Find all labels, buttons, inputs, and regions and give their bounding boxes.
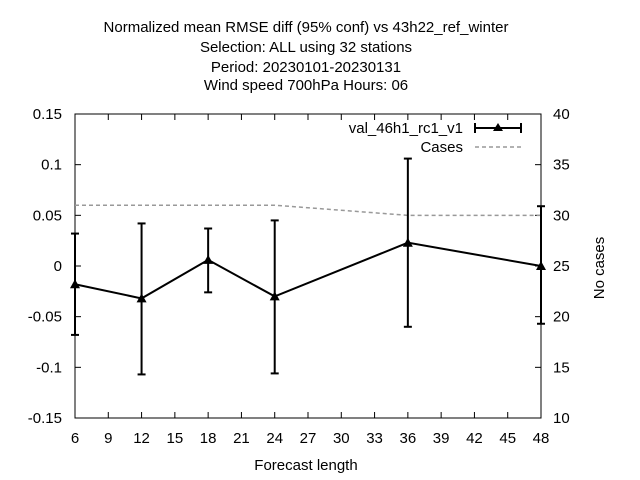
x-tick-label-5: 21	[233, 430, 250, 447]
title-line-4: Wind speed 700hPa Hours: 06	[204, 77, 408, 94]
y-tick-label-1: 0.1	[41, 157, 62, 174]
series-main-line	[74, 241, 542, 300]
y2-tick-label-2: 30	[553, 207, 570, 224]
title-line-3: Period: 20230101-20230131	[211, 59, 401, 76]
x-tick-label-12: 42	[466, 430, 483, 447]
x-tick-label-0: 6	[71, 430, 79, 447]
legend-label-series-1: val_46h1_rc1_v1	[349, 120, 463, 137]
title-line-2: Selection: ALL using 32 stations	[200, 39, 412, 56]
series-layer	[70, 157, 546, 376]
y2-tick-label-1: 35	[553, 157, 570, 174]
y-tick-label-0: 0.15	[33, 106, 62, 123]
data-point-2	[203, 254, 214, 264]
y2-tick-label-5: 15	[553, 359, 570, 376]
plot-frame	[74, 113, 542, 419]
y2-tick-label-0: 40	[553, 106, 570, 123]
data-point-5	[536, 261, 546, 270]
data-point-1	[136, 293, 147, 303]
series-cases-line	[75, 204, 541, 217]
x-tick-label-7: 27	[300, 430, 317, 447]
data-point-0	[70, 279, 80, 289]
data-point-3	[269, 291, 280, 301]
x-tick-label-9: 33	[366, 430, 383, 447]
x-axis-label: Forecast length	[254, 457, 357, 474]
x-tick-label-13: 45	[499, 430, 516, 447]
y2-tick-label-3: 25	[553, 258, 570, 275]
y2-axis-label: No cases	[591, 237, 608, 300]
x-tick-label-4: 18	[200, 430, 217, 447]
legend: val_46h1_rc1_v1 Cases	[349, 120, 522, 156]
legend-label-series-2: Cases	[420, 139, 463, 156]
title-line-1: Normalized mean RMSE diff (95% conf) vs …	[104, 19, 509, 36]
x-tick-label-8: 30	[333, 430, 350, 447]
ticks-layer: 6 9 12 15 18 21 24 27 30 33 36 39 42 45 48 0.15 0.1 0.05 0…	[28, 106, 570, 447]
legend-swatch-series-1	[474, 123, 522, 133]
y-tick-label-4: -0.05	[28, 309, 62, 326]
y2-tick-label-4: 20	[553, 309, 570, 326]
chart-title: Normalized mean RMSE diff (95% conf) vs …	[104, 19, 509, 94]
x-tick-label-10: 36	[400, 430, 417, 447]
y-tick-label-2: 0.05	[33, 207, 62, 224]
y2-tick-label-6: 10	[553, 410, 570, 427]
y-tick-label-6: -0.15	[28, 410, 62, 427]
y-tick-label-3: 0	[54, 258, 62, 275]
x-tick-label-3: 15	[167, 430, 184, 447]
x-tick-label-11: 39	[433, 430, 450, 447]
x-tick-label-1: 9	[104, 430, 112, 447]
data-point-4	[402, 237, 413, 247]
x-tick-label-2: 12	[133, 430, 150, 447]
y-tick-label-5: -0.1	[36, 359, 62, 376]
x-tick-label-6: 24	[266, 430, 283, 447]
x-tick-label-14: 48	[533, 430, 550, 447]
